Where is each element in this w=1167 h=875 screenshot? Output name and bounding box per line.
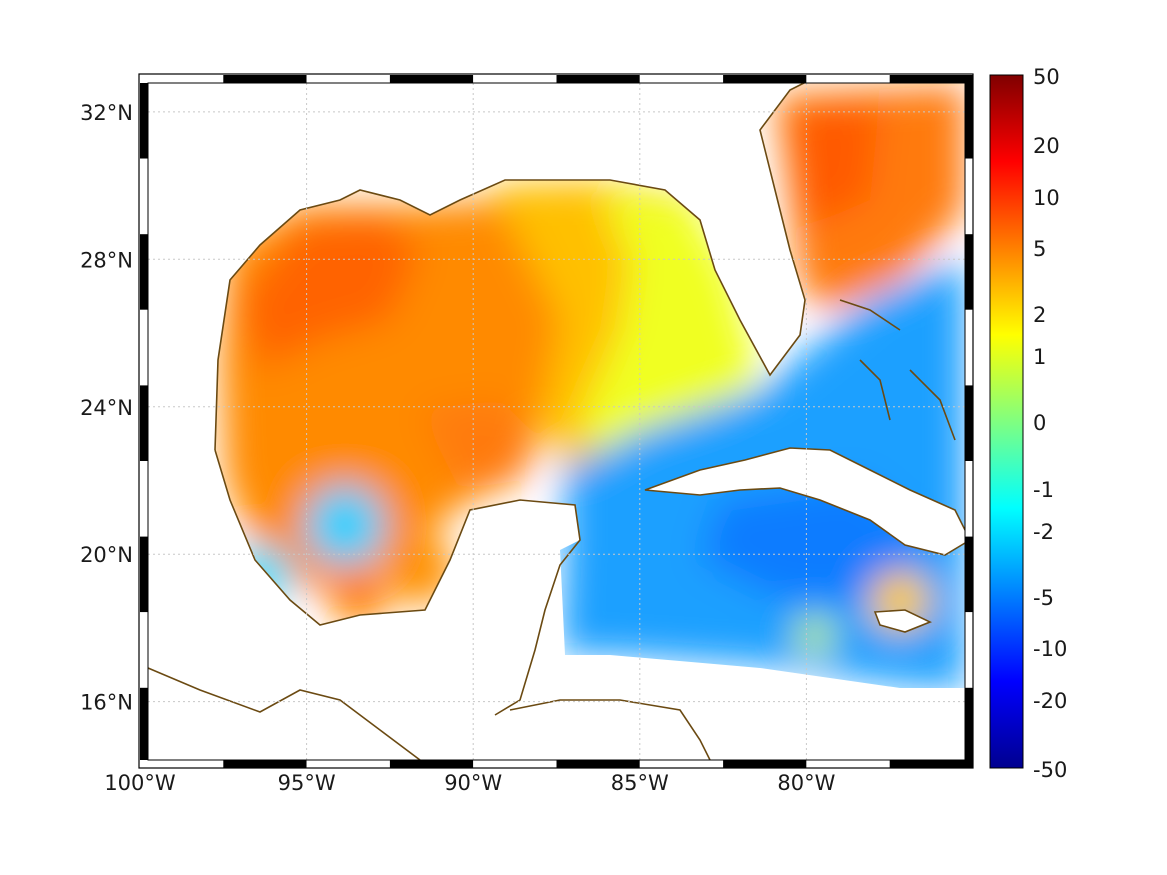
- frame-segment-left: [140, 234, 148, 310]
- frame-segment-top: [306, 75, 390, 83]
- frame-segment-bottom: [389, 760, 474, 768]
- map-inner-border: [147, 82, 966, 761]
- frame-segment-left: [140, 83, 148, 159]
- frame-segment-top: [723, 75, 807, 83]
- frame-segment-right: [965, 83, 973, 159]
- frame-segment-left: [140, 687, 148, 760]
- frame-segment-left: [140, 158, 148, 235]
- map-frame: [140, 75, 973, 768]
- frame-segment-top: [556, 75, 640, 83]
- colorbar-tick-label: -5: [1033, 586, 1054, 610]
- frame-segment-top: [140, 75, 224, 83]
- colorbar-tick-label: 0: [1033, 411, 1046, 435]
- anomaly-field: [148, 83, 965, 760]
- frame-segment-left: [140, 385, 148, 461]
- colorbar-tick-label: -1: [1033, 478, 1054, 502]
- frame-segment-right: [965, 687, 973, 760]
- longitude-tick-labels: 100°W 95°W 90°W 85°W 80°W: [104, 771, 835, 795]
- colorbar-tick-label: 1: [1033, 345, 1046, 369]
- longitude-tick-label: 80°W: [777, 771, 835, 795]
- frame-segment-right: [965, 234, 973, 310]
- latitude-tick-label: 24°N: [80, 396, 133, 420]
- frame-segment-left: [140, 536, 148, 613]
- coastlines: [148, 83, 965, 760]
- latitude-tick-labels: 32°N 28°N 24°N 20°N 16°N: [80, 101, 133, 715]
- jamaica-coastline: [873, 609, 932, 633]
- central-america-coastline: [148, 667, 421, 760]
- frame-segment-top: [223, 75, 307, 83]
- mexico-yucatan-land: [148, 83, 965, 760]
- colorbar-tick-label: 5: [1033, 237, 1046, 261]
- longitude-tick-label: 95°W: [278, 771, 336, 795]
- frame-segment-right: [965, 385, 973, 461]
- bahamas-coastline: [839, 299, 956, 441]
- colorbar-tick-label: -2: [1033, 520, 1054, 544]
- colorbar-tick-label: -20: [1033, 689, 1067, 713]
- frame-segment-bottom: [140, 760, 224, 768]
- gulf-coastline: [214, 83, 806, 451]
- colorbar-tick-label: -10: [1033, 637, 1067, 661]
- frame-segment-right: [965, 158, 973, 235]
- latitude-tick-label: 32°N: [80, 101, 133, 125]
- colorbar-tick-label: 10: [1033, 186, 1060, 210]
- colorbar-tick-label: -50: [1033, 758, 1067, 782]
- frame-segment-top: [389, 75, 474, 83]
- frame-segment-bottom: [556, 760, 640, 768]
- frame-segment-right: [965, 536, 973, 613]
- frame-segment-top: [639, 75, 724, 83]
- frame-segment-top: [889, 75, 973, 83]
- frame-segment-top: [473, 75, 557, 83]
- frame-segment-left: [140, 612, 148, 688]
- frame-segment-right: [965, 461, 973, 537]
- frame-segment-right: [965, 612, 973, 688]
- frame-segment-left: [140, 309, 148, 386]
- frame-segment-top: [806, 75, 890, 83]
- latitude-tick-label: 16°N: [80, 691, 133, 715]
- frame-segment-bottom: [473, 760, 557, 768]
- colorbar-tick-label: 20: [1033, 134, 1060, 158]
- frame-segment-right: [965, 309, 973, 386]
- colorbar: [989, 74, 1024, 769]
- frame-segment-left: [140, 461, 148, 537]
- longitude-tick-label: 90°W: [444, 771, 502, 795]
- frame-segment-bottom: [889, 760, 973, 768]
- map-grid: [148, 83, 965, 760]
- latitude-tick-label: 20°N: [80, 543, 133, 567]
- mexico-coastline: [214, 449, 581, 716]
- frame-segment-bottom: [306, 760, 390, 768]
- cuba-land: [645, 448, 965, 555]
- frame-segment-bottom: [723, 760, 807, 768]
- map-border: [138, 73, 974, 769]
- cuba-coastline: [644, 447, 965, 556]
- frame-segment-bottom: [639, 760, 724, 768]
- latitude-tick-label: 28°N: [80, 248, 133, 272]
- longitude-tick-label: 100°W: [104, 771, 176, 795]
- colorbar-tick-label: 2: [1033, 303, 1046, 327]
- frame-segment-bottom: [223, 760, 307, 768]
- longitude-tick-label: 85°W: [611, 771, 669, 795]
- colorbar-tick-label: 50: [1033, 65, 1060, 89]
- honduras-coastline: [509, 699, 711, 760]
- frame-segment-bottom: [806, 760, 890, 768]
